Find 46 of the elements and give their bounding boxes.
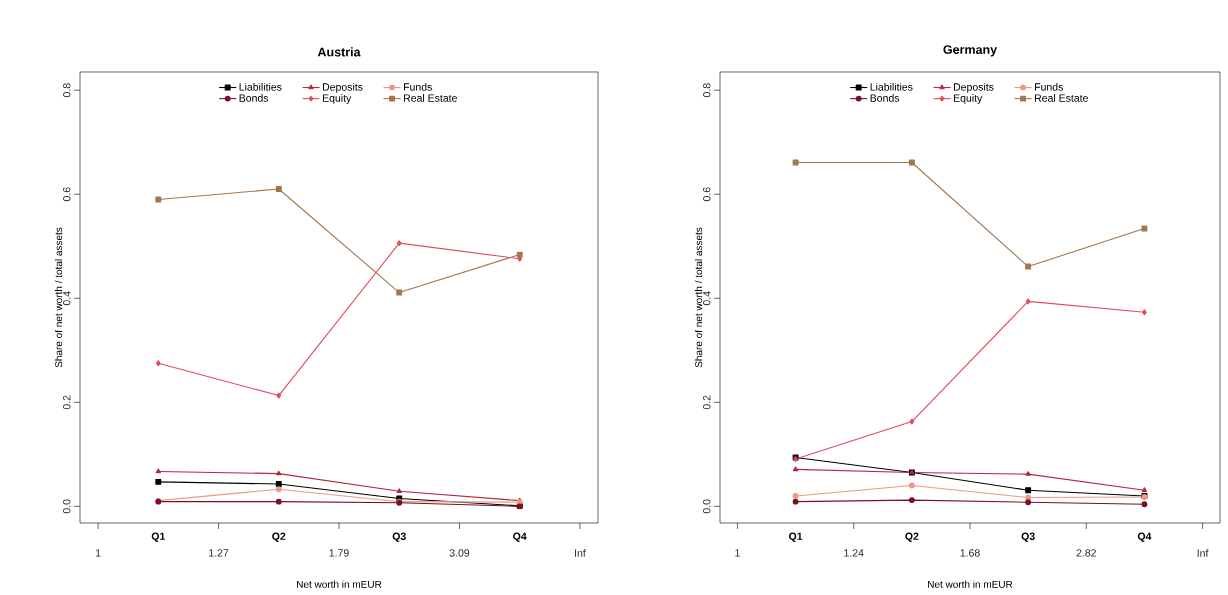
legend-label: Liabilities: [870, 82, 913, 91]
text: 1.79: [329, 549, 349, 557]
legend-label: Equity: [322, 94, 352, 104]
text: Inf: [1197, 549, 1209, 557]
text: 1: [735, 549, 740, 557]
legend-label: Real Estate: [404, 94, 457, 102]
x-tick-label: Q4: [513, 532, 527, 542]
y-tick-label: 0.6: [703, 187, 711, 202]
y-tick-label: 0.8: [703, 83, 711, 98]
legend-label: Equity: [953, 94, 983, 104]
legend-label: Funds: [404, 82, 432, 91]
chart-title: Austria: [317, 47, 361, 57]
legend-label: Bonds: [239, 94, 269, 102]
y-tick-label: 0.0: [63, 499, 71, 514]
y-axis-title: Share of net worth / total assets: [54, 227, 63, 368]
text: 2.82: [1076, 549, 1096, 557]
x-axis-title: Net worth in mEUR: [297, 580, 382, 588]
y-tick-label: 0.2: [703, 395, 711, 410]
y-axis-title: Share of net worth / total assets: [694, 227, 703, 368]
x-tick-label: Q4: [1137, 532, 1152, 542]
x-axis-title: Net worth in mEUR: [928, 580, 1013, 588]
x-tick-label: Q2: [272, 532, 286, 542]
x-tick-label: Q1: [789, 532, 803, 542]
legend-label: Deposits: [953, 82, 994, 93]
text: 1.24: [844, 549, 864, 557]
y-tick-label: 0.4: [703, 291, 711, 306]
y-tick-label: 0.6: [63, 187, 71, 202]
x-tick-label: Q2: [905, 532, 919, 542]
text: 1.68: [960, 549, 980, 557]
x-tick-label: Q3: [1021, 532, 1035, 542]
text: Inf: [575, 549, 586, 557]
legend-label: Bonds: [870, 94, 900, 102]
text: 1.27: [209, 549, 229, 557]
legend-label: Deposits: [322, 82, 363, 93]
chart-title: Germany: [943, 45, 998, 57]
text: 3.09: [449, 549, 470, 557]
y-tick-label: 0.4: [63, 291, 71, 306]
y-tick-label: 0.2: [63, 395, 71, 410]
x-tick-label: Q1: [151, 532, 166, 542]
y-tick-label: 0.0: [703, 499, 711, 514]
text: 1: [95, 549, 101, 557]
legend-label: Funds: [1035, 82, 1063, 91]
x-tick-label: Q3: [392, 532, 406, 542]
y-tick-label: 0.8: [63, 83, 71, 98]
legend-label: Liabilities: [239, 82, 282, 91]
legend-label: Real Estate: [1035, 94, 1088, 102]
